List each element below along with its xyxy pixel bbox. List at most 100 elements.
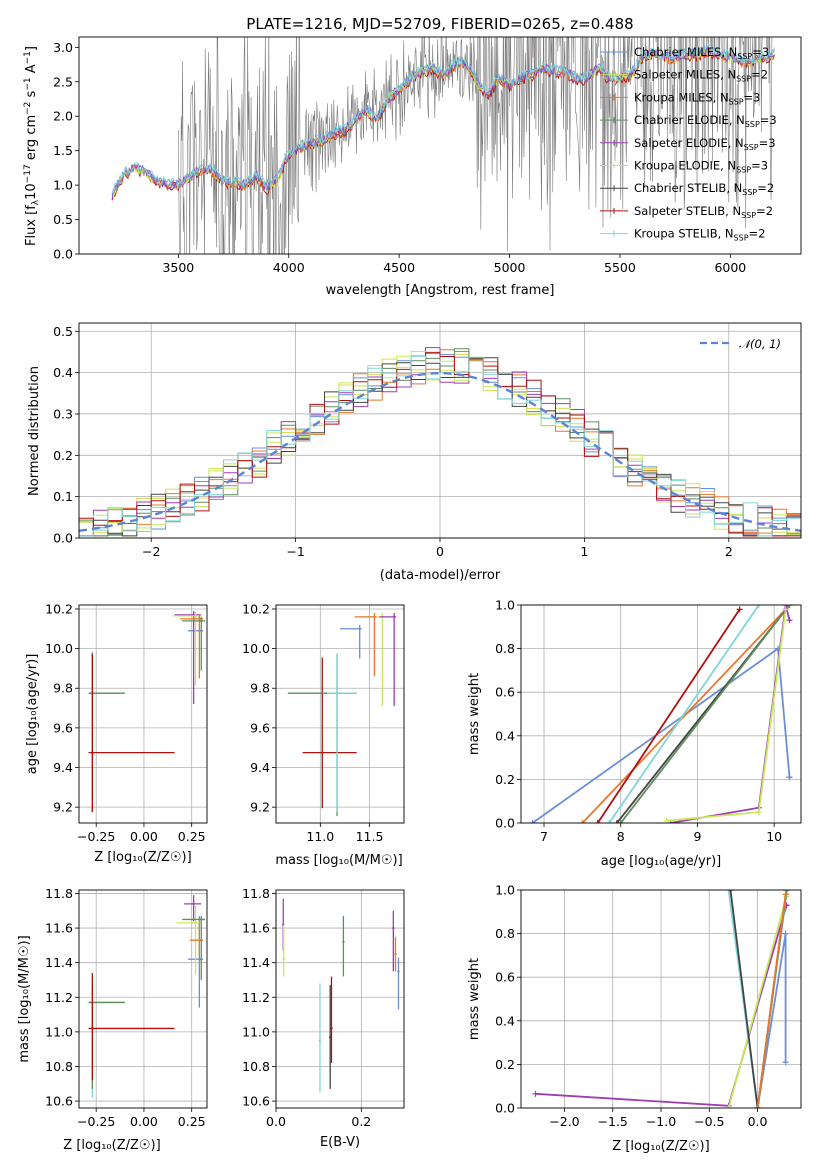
x-tick-label: 0.0 [748, 1114, 768, 1129]
y-tick-label: 1.0 [495, 883, 515, 898]
y-tick-label: 9.6 [250, 720, 270, 735]
y-label-part: erg cm [24, 115, 39, 164]
plus-marker [613, 820, 620, 823]
spectrum-plot-area: 3500 4000 4500 5000 5500 6000 0.0 0.5 1.0 1.5 2.0 2… [53, 36, 802, 275]
plot-content [532, 890, 790, 1108]
y-tick-label: 1.0 [53, 178, 73, 193]
y-axis-label: mass weight [467, 958, 482, 1040]
data-point [192, 902, 195, 906]
mass-weight-line-kroupa_miles [581, 608, 787, 823]
legend-text: Chabrier ELODIE, N [634, 113, 745, 127]
x-tick-label: 2 [725, 544, 733, 559]
plot-content [88, 895, 206, 1098]
axes-frame [520, 889, 802, 1109]
x-axis-label: E(B-V) [320, 1135, 360, 1150]
x-tick-label: 4500 [383, 260, 415, 275]
x-tick-label: −0.25 [77, 1114, 115, 1129]
age-vs-metallicity-panel: −0.25 0.00 0.25 9.2 9.4 9.6 9.8 10.0 10.2 Z [log₁… [25, 601, 208, 865]
data-point [335, 691, 339, 695]
plus-marker [727, 890, 734, 893]
y-tick-label: 11.6 [45, 921, 73, 936]
x-tick-label: 3500 [162, 260, 194, 275]
plus-marker [736, 606, 743, 613]
plus-marker [754, 1105, 761, 1108]
residual-x-label: (data-model)/error [380, 568, 501, 583]
legend-entry: Salpeter ELODIE, NSSP=3 [634, 136, 776, 152]
age-vs-mass-panel: 11.0 11.5 9.2 9.4 9.6 9.8 10.0 10.2 [242, 601, 405, 844]
y-tick-label: 0.4 [495, 1013, 515, 1028]
y-tick-label: 10.2 [242, 601, 270, 616]
y-axis-label: age [log₁₀(age/yr)] [25, 654, 40, 775]
mass-vs-metallicity-panel: −0.25 0.00 0.25 10.6 10.8 11.0 11.2 11.4 11.6 11.… [17, 886, 208, 1129]
data-point [194, 614, 197, 618]
x-tick-label: 11.5 [356, 829, 384, 844]
legend-entry: Salpeter STELIB, NSSP=2 [634, 204, 773, 220]
legend-entry: Kroupa STELIB, NSSP=2 [634, 227, 765, 243]
x-axis-label: Z [log₁₀(Z/Z☉)] [94, 850, 191, 865]
legend-text: Kroupa MILES, N [634, 90, 729, 104]
mass-weight-vs-metallicity-panel: −2.0 −1.5 −1.0 −0.5 0.0 0.0 0.2 0.4 0.6 0.8 1.0 Z [… [467, 883, 802, 1154]
x-tick-label: 4000 [273, 260, 305, 275]
y-tick-label: 0.8 [495, 926, 515, 941]
axes-frame [78, 322, 802, 539]
legend-text: Kroupa ELODIE, N [634, 159, 736, 173]
y-tick-label: 10.0 [45, 641, 73, 656]
y-tick-label: 0.4 [495, 728, 515, 743]
plus-marker [755, 809, 762, 816]
y-tick-label: 0.8 [495, 641, 515, 656]
legend-tail: =2 [751, 68, 768, 82]
data-point [328, 1035, 332, 1039]
residual-plot-area: −2 −1 0 1 2 0.0 0.1 0.2 0.3 0.4 0.5 [53, 322, 802, 559]
y-label-part: −1 [23, 51, 33, 64]
mass-weight-line-kroupa_miles [756, 894, 787, 1108]
y-tick-label: 9.4 [53, 760, 73, 775]
y-tick-label: 11.4 [45, 955, 73, 970]
plot-content [79, 347, 801, 538]
data-point [318, 1039, 322, 1042]
data-point [342, 940, 345, 944]
y-tick-label: 0.0 [53, 531, 73, 546]
x-axis-label: age [log₁₀(age/yr)] [601, 854, 722, 869]
data-point [198, 958, 201, 961]
mass-vs-ebv-panel: 0.0 0.2 10.6 10.8 11.0 11.2 11.4 11.6 11.8 E(B-V) [242, 886, 405, 1150]
histogram-kroupa_stelib [79, 355, 801, 538]
age-vs-mass-x-label: mass [log₁₀(M/M☉)] [275, 853, 402, 868]
y-tick-label: 11.4 [242, 955, 270, 970]
legend-tail: =2 [757, 181, 774, 195]
x-tick-label: −2.0 [549, 1114, 579, 1129]
residual-y-label: Normed distribution [27, 366, 42, 496]
legend-sub: SSP [744, 143, 759, 152]
plot-content [111, 37, 775, 254]
legend-sub: SSP [742, 188, 757, 197]
data-point [200, 918, 203, 921]
y-tick-label: 0.0 [495, 1101, 515, 1116]
plus-marker [782, 1059, 789, 1066]
legend-sub: SSP [729, 97, 744, 106]
mass-weight-line-kroupa_elodie [727, 896, 788, 1108]
y-tick-label: 0.1 [53, 489, 73, 504]
x-tick-label: 0.00 [130, 829, 158, 844]
plus-marker [755, 605, 762, 608]
axes-frame [275, 889, 405, 1109]
y-tick-label: 0.3 [53, 406, 73, 421]
data-point [358, 627, 361, 630]
x-tick-label: 11.0 [306, 829, 334, 844]
x-tick-label: −0.5 [694, 1114, 724, 1129]
axes-frame [275, 604, 405, 824]
mass-weight-line-kroupa_stelib [608, 605, 760, 823]
y-tick-label: 11.8 [45, 886, 73, 901]
data-point [330, 1027, 333, 1030]
legend-tail: =2 [756, 204, 773, 218]
plot-content [287, 612, 397, 817]
y-label-part: 10 [24, 183, 39, 200]
data-point [394, 952, 397, 956]
data-point [321, 751, 324, 754]
data-point [194, 921, 197, 925]
y-tick-label: 9.8 [250, 681, 270, 696]
residual-legend: 𝒩(0, 1) [700, 337, 781, 351]
legend-tail: =3 [744, 90, 761, 104]
y-tick-label: 0.0 [53, 247, 73, 262]
y-axis-label: mass weight [467, 673, 482, 755]
legend-tail: =3 [751, 159, 768, 173]
